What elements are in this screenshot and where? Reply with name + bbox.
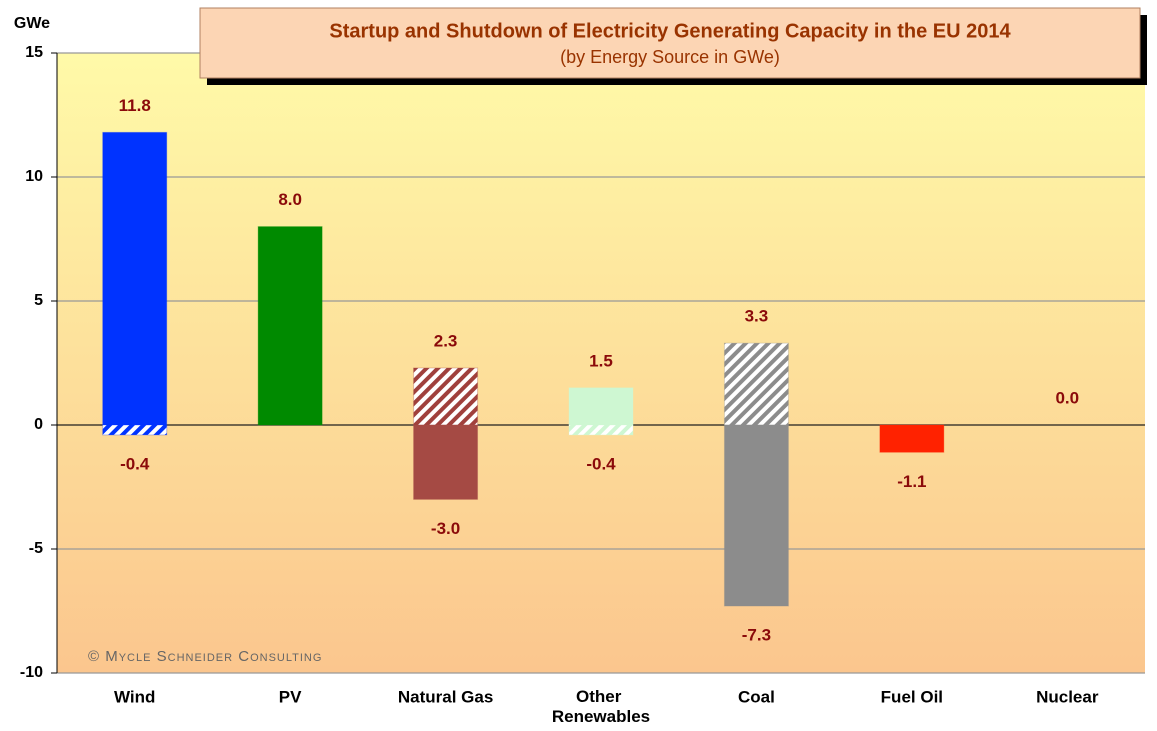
x-tick-label: Coal	[738, 687, 775, 706]
x-tick-label: Other Renewables	[552, 687, 650, 726]
x-tick-label: Natural Gas	[398, 687, 493, 706]
data-label: -1.1	[897, 472, 926, 491]
bar	[413, 367, 479, 426]
title-box	[199, 7, 1141, 79]
y-tick-label: 10	[25, 168, 43, 185]
data-label: -0.4	[120, 454, 150, 473]
y-tick-label: -5	[29, 540, 43, 557]
bar	[257, 226, 323, 426]
bar	[568, 424, 634, 436]
source: © Mycle Schneider Consulting	[88, 648, 322, 665]
bar	[102, 424, 168, 436]
data-label: 2.3	[434, 331, 458, 350]
data-label: -7.3	[742, 626, 771, 645]
y-axis-label: GWe	[14, 15, 50, 32]
data-label: -0.4	[586, 454, 616, 473]
bar	[568, 387, 634, 426]
y-tick-label: 0	[34, 416, 43, 433]
x-tick-label: Fuel Oil	[881, 687, 943, 706]
y-tick-label: -10	[20, 664, 43, 681]
x-tick-label: PV	[279, 687, 302, 706]
y-tick-label: 15	[25, 44, 43, 61]
data-label: 11.8	[119, 96, 151, 115]
chart-title: Startup and Shutdown of Electricity Gene…	[329, 20, 1011, 42]
data-label: -3.0	[431, 519, 460, 538]
bar	[723, 342, 789, 426]
data-label: 3.3	[745, 307, 769, 326]
y-tick-label: 5	[34, 292, 43, 309]
bar	[102, 131, 168, 426]
bar	[413, 424, 479, 500]
chart-subtitle: (by Energy Source in GWe)	[560, 47, 780, 67]
x-tick-label: Nuclear	[1036, 687, 1099, 706]
data-label: 8.0	[278, 190, 302, 209]
x-tick-label: Wind	[114, 687, 155, 706]
bar	[723, 424, 789, 607]
data-label: 0.0	[1055, 388, 1079, 407]
bar	[879, 424, 945, 453]
plot-area	[57, 53, 1145, 673]
data-label: 1.5	[589, 351, 613, 370]
